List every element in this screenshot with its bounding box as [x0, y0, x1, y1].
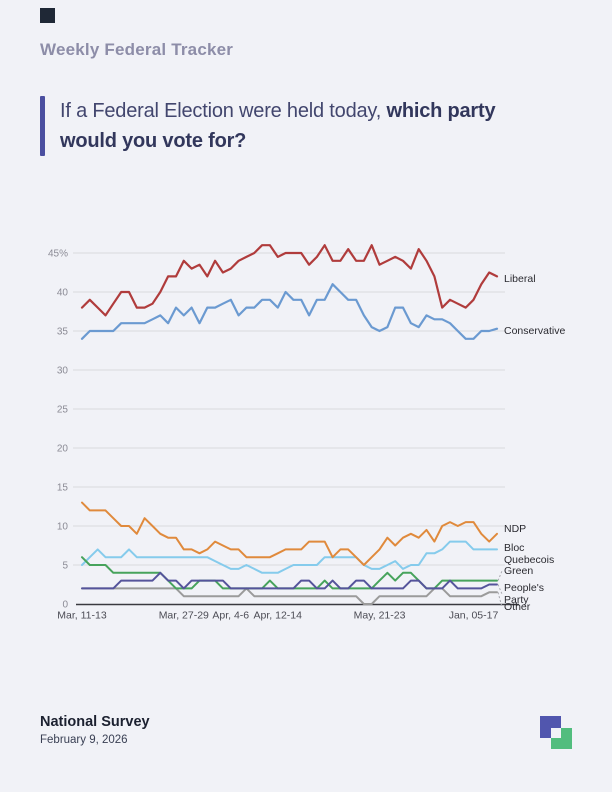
series-label-party: Party [504, 594, 529, 606]
leader-line-green [497, 570, 503, 581]
series-line-green [81, 556, 498, 590]
series-line-liberal [80, 244, 499, 317]
x-axis-tick-mar-11-13: Mar, 11-13 [57, 610, 107, 622]
question-text-bold: which party would you vote for? [60, 100, 496, 152]
series-label-green: Green [504, 565, 533, 577]
footer-title: National Survey [40, 714, 150, 730]
y-axis-tick-35: 35 [57, 327, 69, 338]
series-label-quebecois: Quebecois [504, 554, 554, 566]
series-line-people-s-party [81, 571, 498, 590]
series-label-liberal: Liberal [504, 273, 536, 285]
brand-logo [540, 716, 574, 750]
y-axis-tick-30: 30 [57, 366, 69, 377]
y-axis-tick-25: 25 [57, 405, 69, 416]
series-line-ndp [81, 501, 498, 566]
x-axis-tick-apr-4-6: Apr, 4-6 [212, 610, 249, 622]
series-label-conservative: Conservative [504, 325, 565, 337]
x-axis-tick-mar-27-29: Mar, 27-29 [159, 610, 209, 622]
question-text: If a Federal Election were held today, w… [60, 96, 502, 156]
y-axis-tick-10: 10 [57, 522, 69, 533]
series-label-other: Other [504, 601, 531, 613]
x-axis-tick-may-21-23: May, 21-23 [354, 610, 406, 622]
leader-line-other [497, 592, 503, 608]
survey-question: If a Federal Election were held today, w… [40, 96, 502, 156]
leader-line-people-s-party [497, 584, 503, 595]
x-axis-tick-jan-05-17: Jan, 05-17 [449, 610, 499, 622]
footer-date: February 9, 2026 [40, 734, 128, 746]
logo-overlap-square [551, 728, 561, 738]
y-axis-tick-45: 45% [48, 249, 68, 260]
y-axis-tick-40: 40 [57, 288, 69, 299]
y-axis-tick-0: 0 [62, 600, 68, 611]
series-label-people-s: People's [504, 582, 544, 594]
series-line-other [81, 587, 498, 605]
question-accent-bar [40, 96, 45, 156]
brand-mark [40, 8, 55, 23]
y-axis-tick-20: 20 [57, 444, 69, 455]
series-line-conservative [80, 283, 499, 340]
page-title: Weekly Federal Tracker [40, 40, 234, 59]
y-axis-tick-5: 5 [62, 561, 68, 572]
y-axis-tick-15: 15 [57, 483, 69, 494]
series-label-bloc: Bloc [504, 542, 524, 554]
x-axis-tick-apr-12-14: Apr, 12-14 [254, 610, 303, 622]
series-label-ndp: NDP [504, 523, 526, 535]
series-line-bloc-quebecois [81, 540, 498, 574]
question-text-normal: If a Federal Election were held today, [60, 100, 387, 122]
